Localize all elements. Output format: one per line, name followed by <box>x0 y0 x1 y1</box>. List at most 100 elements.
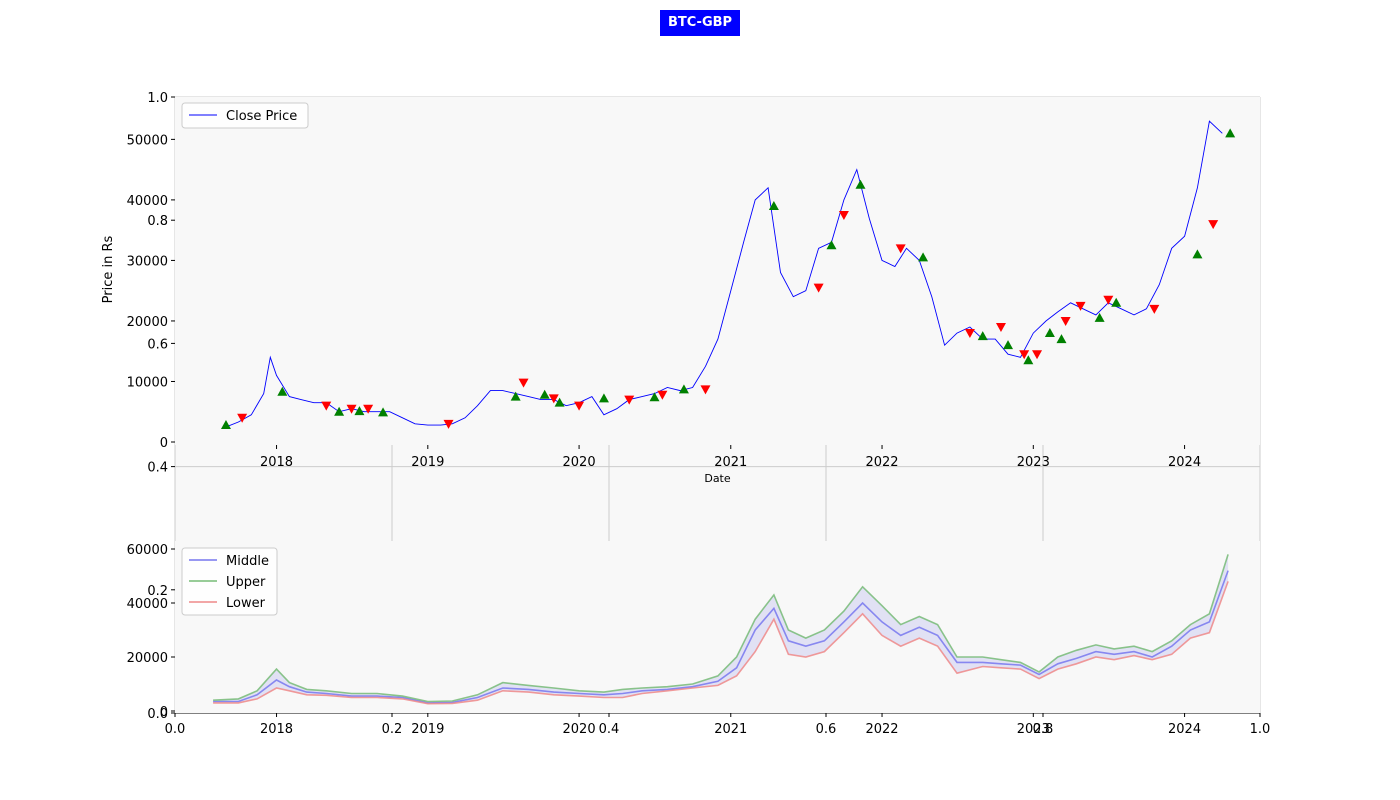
overlay-y-tick-label: 1.0 <box>147 91 168 106</box>
price-x-tick-label: 2022 <box>865 455 898 470</box>
sell-marker <box>574 401 585 411</box>
overlay-y-tick-label: 0.2 <box>147 584 168 599</box>
bollinger-series-line <box>213 581 1229 705</box>
buy-marker <box>539 389 550 399</box>
overlay-y-tick-label: 0.8 <box>147 214 168 229</box>
bollinger-legend: Middle Upper Lower <box>181 547 278 616</box>
overlay-x-tick-label: 0.6 <box>816 722 837 737</box>
price-x-tick-label: 2024 <box>1168 455 1201 470</box>
sell-marker <box>995 323 1006 332</box>
buy-marker <box>1111 297 1122 307</box>
buy-marker <box>1192 249 1203 259</box>
buy-marker <box>220 420 231 430</box>
price-x-tick-label: 2023 <box>1017 455 1050 470</box>
buy-marker <box>977 331 988 341</box>
buy-marker <box>918 252 929 262</box>
bollinger-x-tick-label: 2022 <box>865 722 898 737</box>
sell-marker <box>657 390 668 400</box>
bollinger-y-tick-label: 60000 <box>127 543 168 558</box>
overlay-x-tick-label: 0.8 <box>1033 722 1054 737</box>
buy-marker <box>1023 355 1034 365</box>
sell-marker <box>624 395 635 405</box>
sell-marker <box>895 244 906 254</box>
sell-marker <box>1019 350 1030 360</box>
sell-marker <box>346 404 357 414</box>
buy-marker <box>1094 312 1105 322</box>
bollinger-legend-label: Middle <box>226 554 269 569</box>
bollinger-y-tick-label: 0 <box>160 705 168 720</box>
price-x-tick-label: 2018 <box>260 455 293 470</box>
price-x-tick-label: 2020 <box>563 455 596 470</box>
bollinger-chart: 0 20000 40000 60000 2018 2019 2020 2021 2022 2023… <box>127 541 1260 737</box>
buy-marker <box>510 391 521 401</box>
price-y-tick-label: 0 <box>160 436 168 451</box>
buy-marker <box>1056 334 1067 344</box>
bollinger-x-tick-label: 2023 <box>1017 722 1050 737</box>
buy-marker <box>1003 340 1014 350</box>
bollinger-x-tick-label: 2024 <box>1168 722 1201 737</box>
price-y-axis-label: Price in Rs <box>101 235 116 303</box>
overlay-y-tick-label: 0.4 <box>147 461 168 476</box>
price-legend-box <box>181 102 309 129</box>
buy-marker <box>1225 128 1236 138</box>
buy-marker <box>354 406 365 416</box>
sell-marker <box>964 329 975 339</box>
price-x-tick-label: 2021 <box>714 455 747 470</box>
sell-marker <box>1032 350 1043 360</box>
bollinger-legend-label: Lower <box>226 596 266 611</box>
overlay-x-tick-label: 0.4 <box>599 722 620 737</box>
buy-marker <box>277 386 288 396</box>
bollinger-series-line <box>213 570 1229 704</box>
sell-marker <box>700 385 711 395</box>
price-legend: Close Price <box>181 102 309 129</box>
sell-marker <box>518 378 529 388</box>
sell-marker <box>1208 220 1219 230</box>
buy-marker <box>649 392 660 402</box>
price-x-axis-label: Date <box>704 472 731 485</box>
buy-marker <box>678 384 689 394</box>
buy-marker <box>1044 328 1055 338</box>
price-y-tick-label: 40000 <box>127 194 168 209</box>
sell-marker <box>1103 295 1114 305</box>
overlay-y-tick-label: 0.0 <box>147 707 168 722</box>
bollinger-band-fill <box>213 554 1229 704</box>
sell-marker <box>548 394 559 404</box>
sell-marker <box>1060 316 1071 326</box>
price-plot-area <box>175 97 1260 445</box>
sell-marker <box>1149 304 1160 314</box>
price-y-tick-label: 30000 <box>127 254 168 269</box>
bollinger-x-tick-label: 2021 <box>714 722 747 737</box>
overlay-x-tick-label: 0.2 <box>382 722 403 737</box>
overlay-x-tick-label: 1.0 <box>1250 722 1271 737</box>
bollinger-x-tick-label: 2018 <box>260 722 293 737</box>
buy-marker <box>855 179 866 189</box>
price-y-tick-label: 10000 <box>127 375 168 390</box>
buy-marker <box>826 240 837 250</box>
overlay-y-tick-label: 0.6 <box>147 337 168 352</box>
buy-marker <box>554 397 565 407</box>
sell-marker <box>363 404 374 414</box>
sell-marker <box>443 419 454 429</box>
sell-marker <box>237 413 248 423</box>
chart-title-badge: BTC-GBP <box>660 10 740 36</box>
bollinger-x-tick-label: 2020 <box>563 722 596 737</box>
bollinger-legend-label: Upper <box>226 575 266 590</box>
buy-marker <box>378 407 389 417</box>
buy-marker <box>768 200 779 210</box>
price-legend-label: Close Price <box>226 109 297 124</box>
price-chart: 0 10000 20000 30000 40000 50000 2018 2019 2020 20… <box>101 97 1260 485</box>
bollinger-series-line <box>213 554 1229 703</box>
price-y-tick-label: 50000 <box>127 133 168 148</box>
price-y-tick-label: 20000 <box>127 315 168 330</box>
price-x-tick-label: 2019 <box>411 455 444 470</box>
bollinger-legend-box <box>181 547 278 616</box>
buy-marker <box>598 393 609 403</box>
overlay-x-tick-label: 0.0 <box>165 722 186 737</box>
bollinger-x-tick-label: 2019 <box>411 722 444 737</box>
bollinger-y-tick-label: 20000 <box>127 651 168 666</box>
sell-marker <box>813 283 824 293</box>
sell-marker <box>838 211 849 221</box>
sell-marker <box>321 401 332 411</box>
buy-marker <box>334 406 345 416</box>
